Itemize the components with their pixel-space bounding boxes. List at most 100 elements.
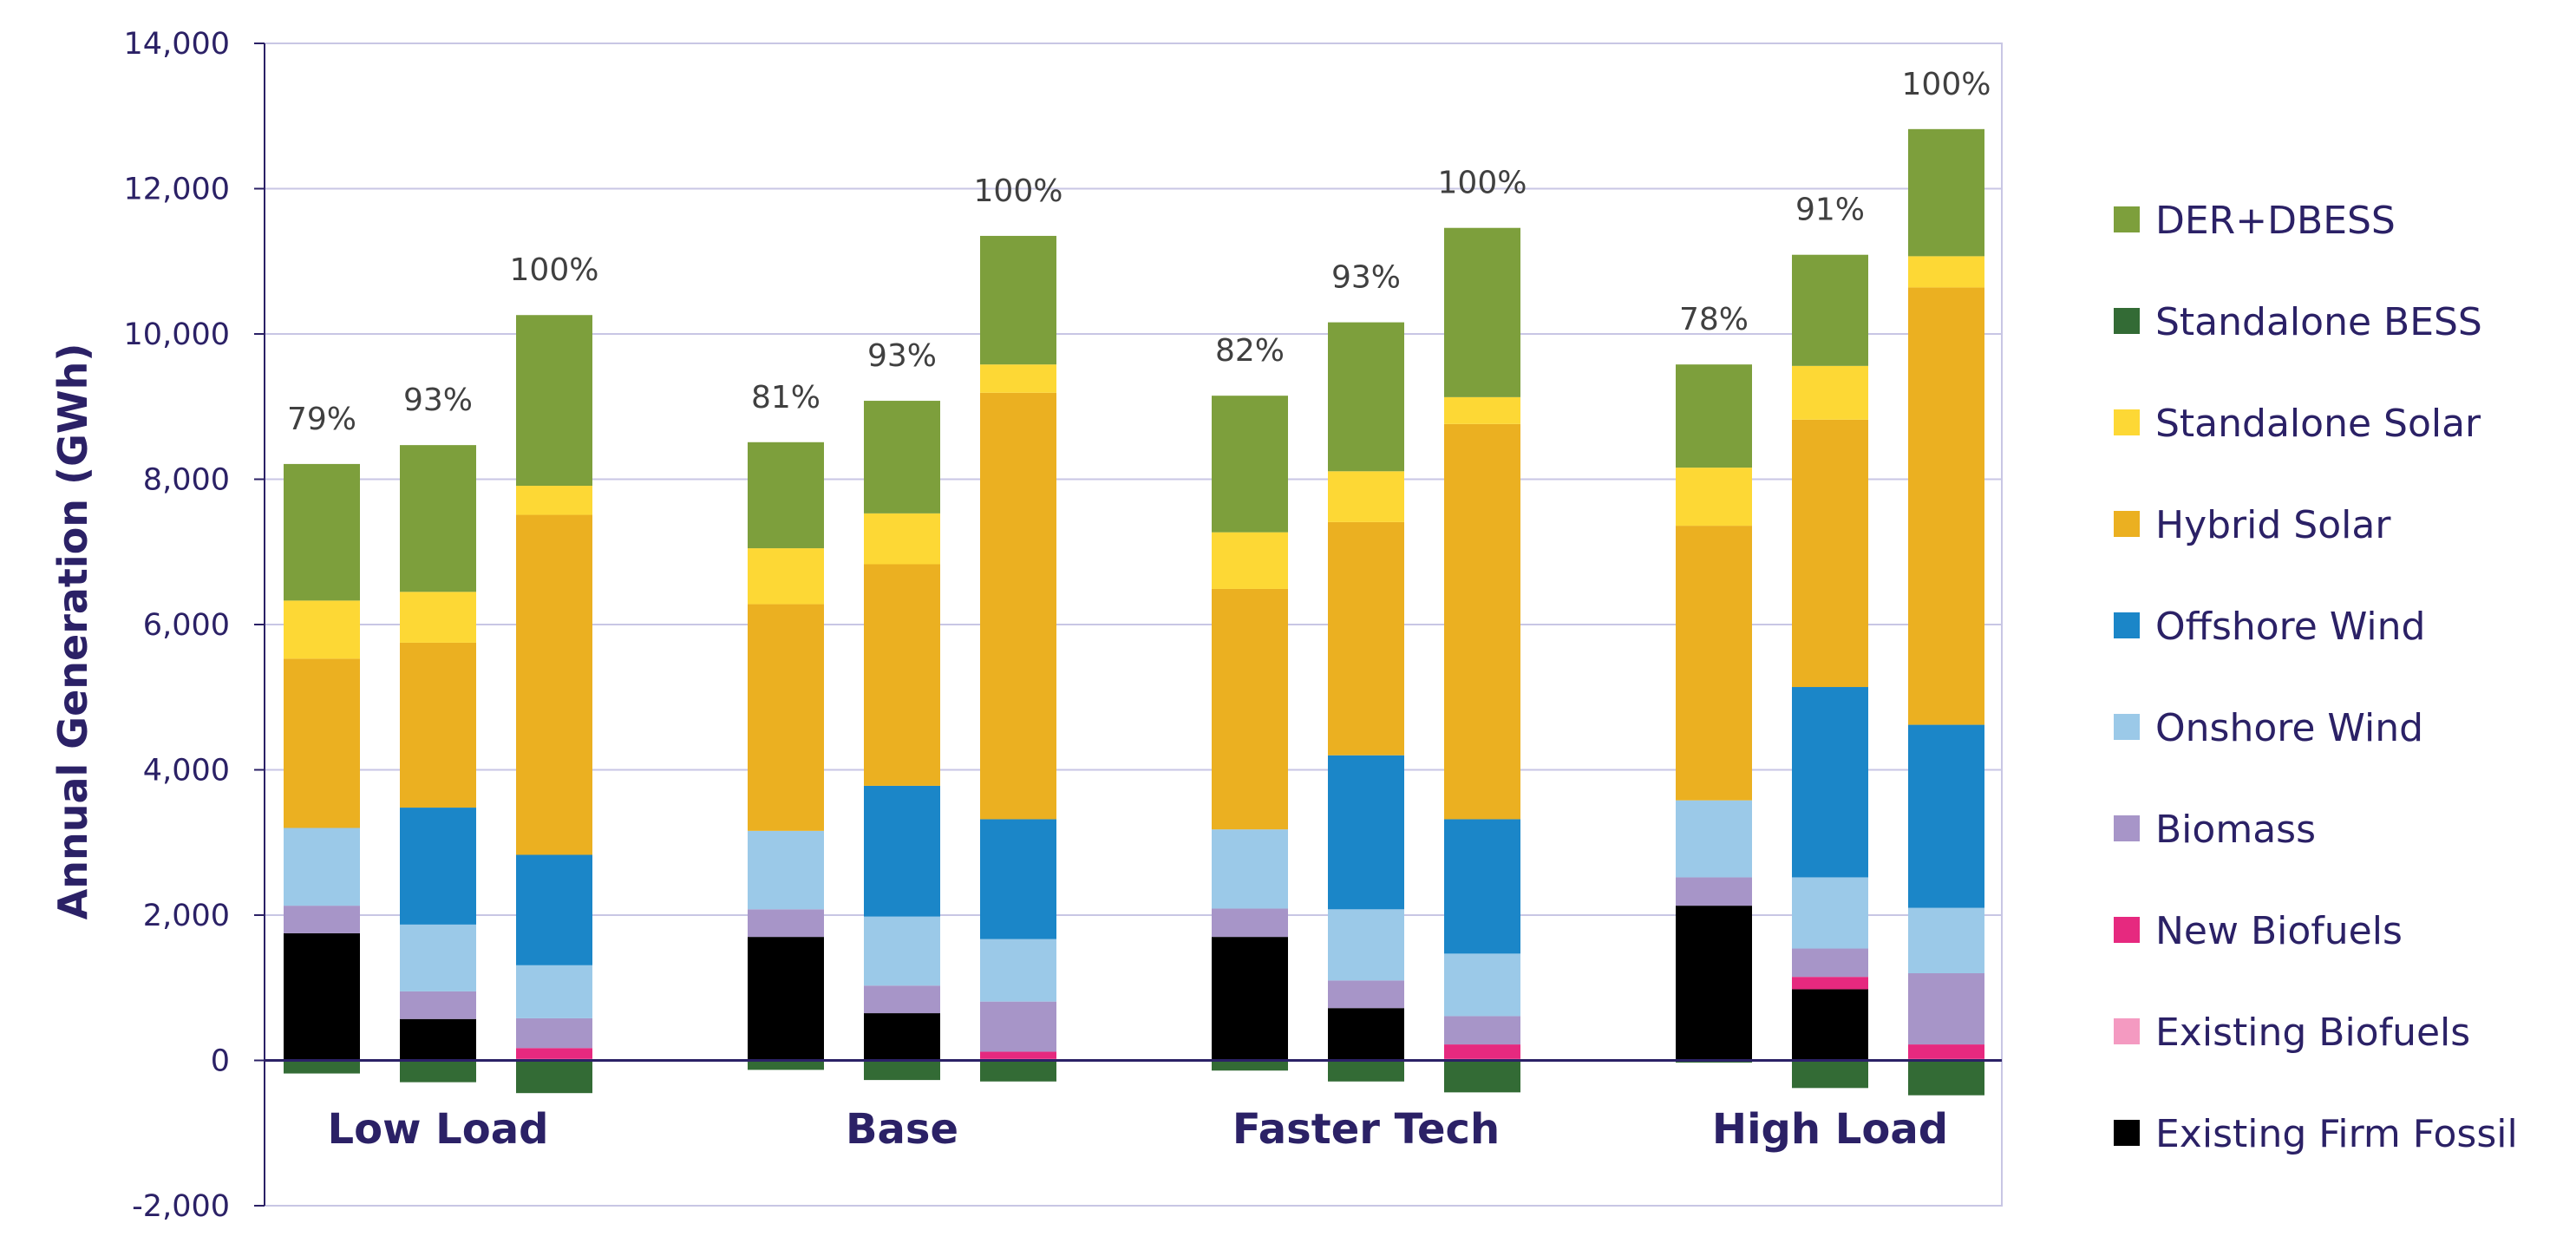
- bar-segment-standalone-solar: [1908, 256, 1984, 288]
- bar-segment-biomass: [1908, 973, 1984, 1045]
- legend-swatch: [2114, 1018, 2140, 1044]
- legend-label: New Biofuels: [2155, 909, 2403, 953]
- legend: DER+DBESS Standalone BESS Standalone Solar…: [2114, 199, 2518, 1156]
- bar-segment-hybrid-solar: [864, 564, 940, 786]
- bar-segment-onshore-wind: [1792, 877, 1868, 949]
- x-category-label: Faster Tech: [1232, 1105, 1500, 1154]
- bars: [284, 128, 1984, 1096]
- bar-segment-hybrid-solar: [1676, 526, 1752, 801]
- bar-segment-existing-firm-fossil: [1212, 937, 1288, 1061]
- bar-segment-onshore-wind: [864, 916, 940, 986]
- bar-percent-label: 100%: [1902, 67, 1991, 102]
- bar-segment-offshore-wind: [1328, 755, 1404, 910]
- bar-segment-existing-firm-fossil: [748, 937, 824, 1061]
- bar-segment-standalone-bess: [284, 1060, 360, 1074]
- bar-segment-biomass: [516, 1017, 592, 1049]
- legend-label: Standalone Solar: [2155, 402, 2481, 446]
- bar-segment-standalone-solar: [1676, 468, 1752, 527]
- bar-segment-offshore-wind: [1444, 819, 1520, 954]
- bar-segment-standalone-bess: [748, 1060, 824, 1070]
- bar-segment-offshore-wind: [1792, 687, 1868, 878]
- bar-percent-label: 93%: [867, 338, 937, 374]
- bar-segment-der-dbess: [748, 442, 824, 549]
- legend-swatch: [2114, 206, 2140, 232]
- bar-segment-onshore-wind: [284, 828, 360, 906]
- bar-segment-existing-firm-fossil: [400, 1018, 476, 1061]
- x-category-label: High Load: [1712, 1105, 1948, 1154]
- bar-percent-label: 78%: [1679, 302, 1749, 337]
- bar-segment-onshore-wind: [516, 965, 592, 1018]
- y-tick-label: 4,000: [143, 754, 230, 788]
- bar-segment-standalone-solar: [400, 592, 476, 643]
- bar-segment-hybrid-solar: [1212, 588, 1288, 830]
- data-labels: 79% 93% 100% 81% 93% 100% 82% 93% 100% 78% 91% 100%…: [287, 67, 1991, 1154]
- bar-segment-der-dbess: [284, 463, 360, 601]
- bar-percent-label: 91%: [1795, 193, 1865, 228]
- x-category-label: Low Load: [328, 1105, 549, 1154]
- bar-segment-biomass: [864, 985, 940, 1014]
- bar-segment-biomass: [284, 906, 360, 933]
- bar-segment-der-dbess: [1676, 364, 1752, 468]
- bar-segment-new-biofuels: [1908, 1044, 1984, 1059]
- bar-percent-label: 100%: [510, 252, 599, 288]
- bar-segment-existing-firm-fossil: [1792, 989, 1868, 1061]
- legend-swatch: [2114, 612, 2140, 638]
- legend-label: Offshore Wind: [2155, 605, 2425, 649]
- bar-segment-standalone-solar: [864, 513, 940, 565]
- y-tick-label: 2,000: [143, 899, 230, 933]
- bar-segment-existing-firm-fossil: [284, 932, 360, 1061]
- bar-segment-der-dbess: [1328, 322, 1404, 472]
- bar-segment-onshore-wind: [1444, 953, 1520, 1017]
- bar-segment-standalone-solar: [516, 486, 592, 515]
- axes: -2,000 0 2,000 4,000 6,000 8,000 10,000 12,000 1…: [124, 27, 2002, 1224]
- y-tick-label: 0: [211, 1044, 230, 1079]
- legend-label: Existing Firm Fossil: [2155, 1112, 2518, 1156]
- y-tick-label: 6,000: [143, 608, 230, 643]
- bar-segment-der-dbess: [864, 401, 940, 514]
- bar-segment-new-biofuels: [980, 1051, 1056, 1059]
- bar-segment-offshore-wind: [1908, 724, 1984, 908]
- bar-segment-standalone-bess: [1328, 1060, 1404, 1082]
- y-tick-label: 10,000: [124, 317, 230, 352]
- bar-segment-onshore-wind: [400, 924, 476, 991]
- bar-percent-label: 79%: [287, 402, 356, 437]
- bar-segment-hybrid-solar: [980, 392, 1056, 820]
- bar-segment-offshore-wind: [400, 808, 476, 925]
- bar-percent-label: 93%: [1331, 260, 1401, 296]
- bar-segment-der-dbess: [1212, 396, 1288, 533]
- y-tick-label: 14,000: [124, 27, 230, 62]
- bar-segment-standalone-solar: [748, 548, 824, 605]
- bar-segment-standalone-bess: [1792, 1060, 1868, 1089]
- bar-percent-label: 82%: [1215, 333, 1285, 369]
- legend-swatch: [2114, 511, 2140, 537]
- bar-segment-standalone-bess: [864, 1060, 940, 1081]
- bar-segment-onshore-wind: [1212, 829, 1288, 909]
- bar-segment-standalone-solar: [1792, 365, 1868, 420]
- legend-swatch: [2114, 1120, 2140, 1146]
- bar-segment-biomass: [1676, 877, 1752, 906]
- legend-label: DER+DBESS: [2155, 199, 2396, 243]
- bar-segment-standalone-solar: [1212, 532, 1288, 589]
- bar-segment-onshore-wind: [748, 830, 824, 910]
- bar-segment-hybrid-solar: [284, 658, 360, 828]
- bar-segment-standalone-bess: [1444, 1060, 1520, 1093]
- legend-label: Hybrid Solar: [2155, 503, 2391, 547]
- bar-segment-standalone-bess: [980, 1060, 1056, 1082]
- legend-swatch: [2114, 815, 2140, 841]
- bar-segment-der-dbess: [1444, 227, 1520, 397]
- bar-segment-biomass: [1792, 948, 1868, 978]
- bar-segment-hybrid-solar: [1444, 423, 1520, 820]
- bar-segment-onshore-wind: [980, 939, 1056, 1002]
- legend-label: Standalone BESS: [2155, 300, 2482, 344]
- bar-segment-hybrid-solar: [1908, 287, 1984, 725]
- bar-segment-standalone-solar: [284, 600, 360, 659]
- legend-swatch: [2114, 917, 2140, 943]
- bar-percent-label: 100%: [974, 173, 1063, 209]
- bar-segment-hybrid-solar: [516, 514, 592, 855]
- bar-segment-standalone-bess: [400, 1060, 476, 1083]
- bar-segment-standalone-bess: [516, 1060, 592, 1094]
- bar-segment-onshore-wind: [1328, 909, 1404, 981]
- bar-percent-label: 100%: [1438, 166, 1527, 201]
- bar-segment-existing-firm-fossil: [864, 1013, 940, 1061]
